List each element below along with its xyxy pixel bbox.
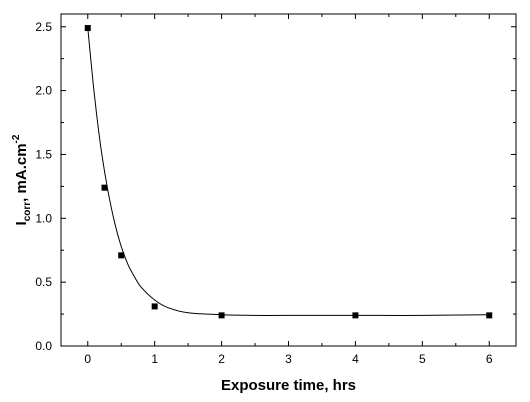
x-tick-label: 1 — [151, 352, 158, 366]
y-axis-title-subscript: corr — [22, 202, 33, 222]
y-tick-label: 1.0 — [35, 211, 52, 225]
y-tick-label: 2.0 — [35, 84, 52, 98]
data-point — [218, 312, 225, 319]
y-tick-label: 1.5 — [35, 147, 52, 161]
x-axis-title: Exposure time, hrs — [221, 377, 356, 394]
y-tick-label: 0.5 — [35, 275, 52, 289]
data-point — [352, 312, 359, 319]
y-tick-label: 0.0 — [35, 339, 52, 353]
data-points — [84, 25, 493, 319]
x-tick-label: 3 — [285, 352, 292, 366]
y-tick-label: 2.5 — [35, 20, 52, 34]
y-axis-title-superscript: -2 — [11, 134, 22, 143]
fit-curve — [87, 27, 490, 316]
y-axis-title-rest: , mA.cm — [13, 143, 30, 201]
y-axis-title: Icorr, mA.cm-2 — [11, 134, 33, 225]
data-point — [486, 312, 493, 319]
x-tick-label: 2 — [218, 352, 225, 366]
data-point — [118, 252, 125, 259]
data-point — [84, 25, 91, 32]
y-axis-title-main: I — [13, 221, 30, 225]
x-tick-label: 0 — [84, 352, 91, 366]
data-point — [101, 184, 108, 191]
x-tick-label: 6 — [486, 352, 493, 366]
y-axis-ticks: 0.0 0.5 1.0 1.5 2.0 2.5 — [35, 20, 516, 353]
x-axis-ticks: 0 1 2 3 4 5 6 — [84, 14, 493, 366]
data-point — [151, 303, 158, 310]
plot-frame — [60, 13, 517, 347]
x-tick-label: 5 — [419, 352, 426, 366]
x-tick-label: 4 — [352, 352, 359, 366]
